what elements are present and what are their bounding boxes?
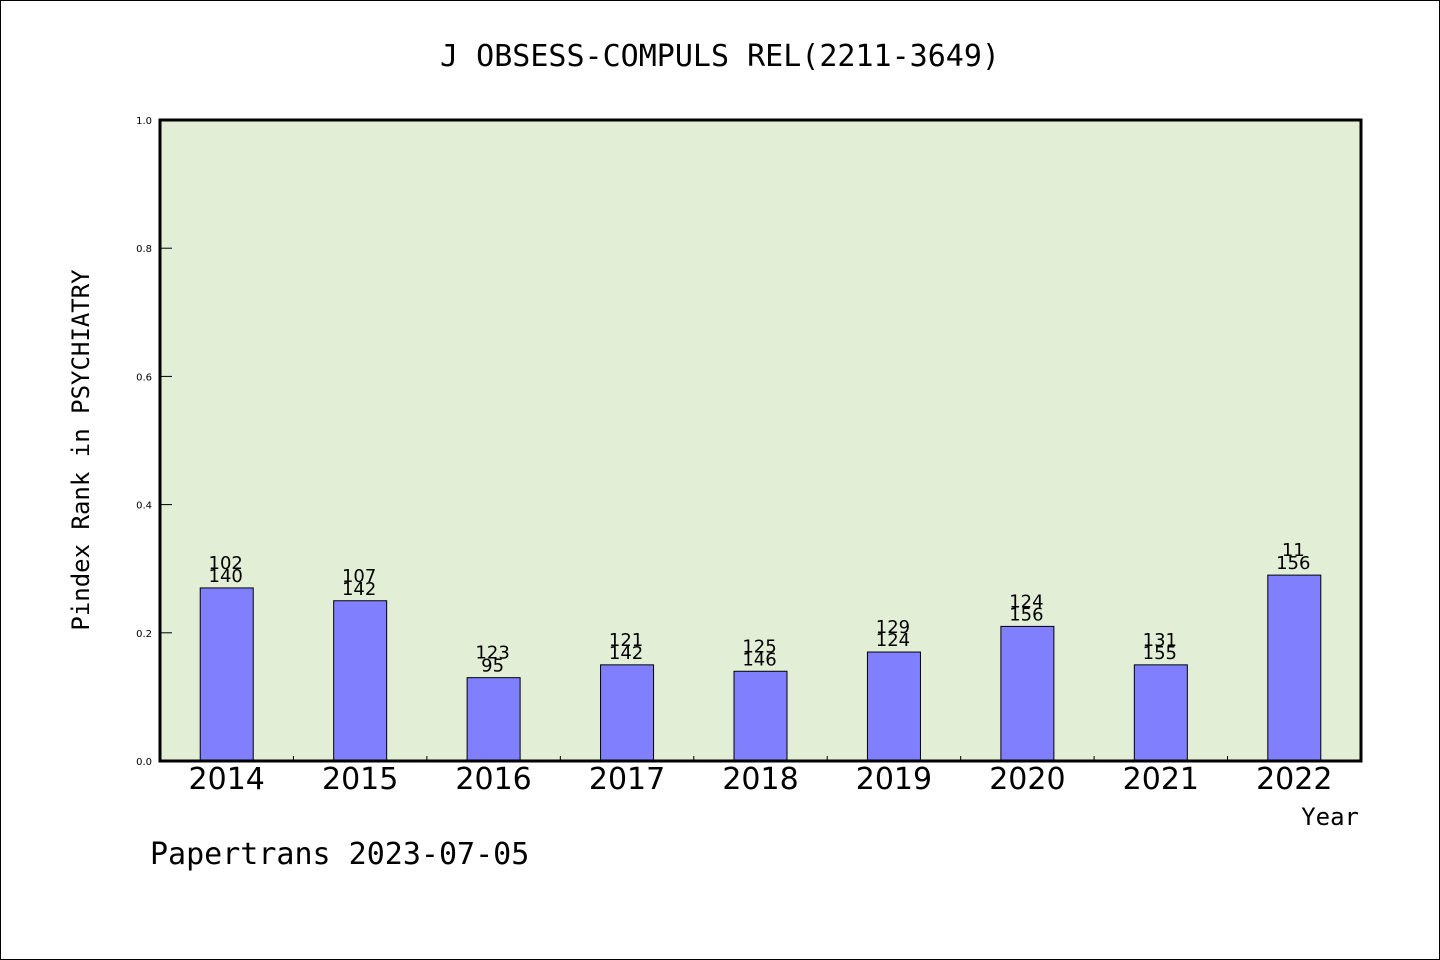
bar-label-top: 123	[475, 643, 509, 664]
x-tick-label: 2022	[1256, 762, 1332, 797]
bar-label-top: 125	[742, 636, 776, 657]
x-tick-label: 2017	[589, 762, 665, 797]
footer-text: Papertrans 2023-07-05	[150, 837, 529, 872]
x-axis-label: Year	[1301, 803, 1359, 831]
bar-label-bottom: 146	[742, 649, 776, 670]
x-tick-label: 2020	[989, 762, 1065, 797]
y-tick-label: 0.4	[136, 501, 152, 512]
bar-2019	[866, 651, 921, 762]
bar-label-bottom: 155	[1143, 643, 1177, 664]
bar-label-bottom: 140	[209, 566, 243, 587]
bar-2016	[466, 677, 521, 762]
y-tick-label: 0.2	[136, 629, 152, 640]
bar-label-top: 131	[1143, 630, 1177, 651]
bar-label-top: 121	[609, 630, 643, 651]
plot-border	[158, 118, 1363, 763]
y-tick-label: 0.8	[136, 244, 152, 255]
bar-2020	[1000, 625, 1055, 762]
x-axis-ticks: 2014 2015 2016 2017 2018 2019 2020 2021 2022	[189, 756, 1332, 797]
x-tick-label: 2014	[189, 762, 265, 797]
x-tick-label: 2018	[722, 762, 798, 797]
y-tick-label: 0.6	[136, 372, 152, 383]
bar-label-top: 102	[209, 553, 243, 574]
bar-label-top: 11	[1282, 540, 1305, 561]
bar-label-bottom: 95	[481, 656, 504, 677]
bar-2022	[1267, 574, 1322, 762]
bar-label-bottom: 124	[876, 630, 910, 651]
bar-label-top: 107	[342, 566, 376, 587]
bar-2015	[333, 600, 388, 762]
bars-layer	[199, 574, 1322, 762]
bar-label-top: 124	[1009, 591, 1043, 612]
bar-label-bottom: 156	[1276, 553, 1310, 574]
y-tick-label: 0.0	[136, 757, 152, 768]
x-tick-label: 2019	[856, 762, 932, 797]
bar-label-bottom: 156	[1009, 604, 1043, 625]
x-tick-label: 2015	[322, 762, 398, 797]
y-axis-label: Pindex Rank in PSYCHIATRY	[67, 269, 95, 631]
bar-label-bottom: 142	[609, 643, 643, 664]
bar-label-bottom: 142	[342, 579, 376, 600]
x-tick-label: 2021	[1123, 762, 1199, 797]
bar-2017	[600, 664, 655, 762]
chart-title: J OBSESS-COMPULS REL(2211-3649)	[440, 39, 1000, 74]
bar-2021	[1133, 664, 1188, 762]
x-tick-label: 2016	[455, 762, 531, 797]
bar-2014	[199, 587, 254, 762]
bar-2018	[733, 670, 788, 762]
bar-label-top: 129	[876, 617, 910, 638]
y-tick-label: 1.0	[136, 116, 152, 127]
